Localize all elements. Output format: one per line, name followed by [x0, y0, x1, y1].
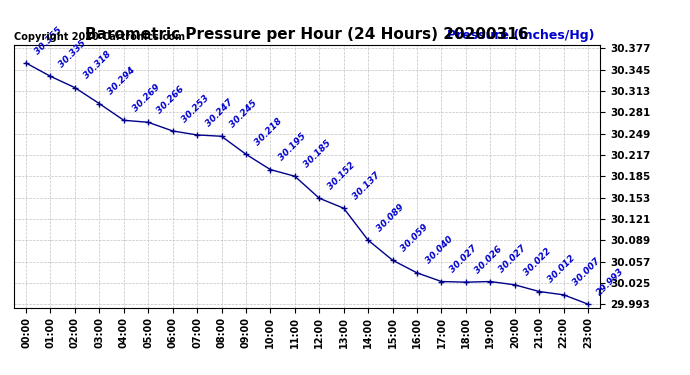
Text: Copyright 2020 Cartronics.com: Copyright 2020 Cartronics.com [14, 32, 185, 42]
Text: 30.355: 30.355 [33, 25, 63, 56]
Text: 30.059: 30.059 [400, 222, 431, 253]
Text: 30.022: 30.022 [522, 247, 553, 278]
Text: 30.089: 30.089 [375, 202, 406, 233]
Text: 30.294: 30.294 [106, 66, 137, 97]
Text: 30.027: 30.027 [497, 244, 528, 274]
Text: 30.318: 30.318 [82, 50, 112, 81]
Text: 30.185: 30.185 [302, 138, 333, 169]
Text: Pressure (Inches/Hg): Pressure (Inches/Hg) [447, 29, 594, 42]
Title: Barometric Pressure per Hour (24 Hours) 20200316: Barometric Pressure per Hour (24 Hours) … [86, 27, 529, 42]
Text: 30.335: 30.335 [57, 39, 88, 69]
Text: 30.266: 30.266 [155, 84, 186, 116]
Text: 30.247: 30.247 [204, 97, 235, 128]
Text: 30.218: 30.218 [253, 117, 284, 147]
Text: 30.195: 30.195 [277, 132, 308, 163]
Text: 30.012: 30.012 [546, 254, 577, 285]
Text: 30.040: 30.040 [424, 235, 455, 266]
Text: 30.253: 30.253 [179, 93, 210, 124]
Text: 30.269: 30.269 [130, 82, 161, 113]
Text: 30.007: 30.007 [571, 257, 602, 288]
Text: 30.152: 30.152 [326, 160, 357, 191]
Text: 30.245: 30.245 [228, 99, 259, 129]
Text: 30.027: 30.027 [448, 244, 480, 274]
Text: 30.137: 30.137 [351, 171, 382, 201]
Text: 30.026: 30.026 [473, 244, 504, 275]
Text: 29.993: 29.993 [595, 266, 626, 297]
